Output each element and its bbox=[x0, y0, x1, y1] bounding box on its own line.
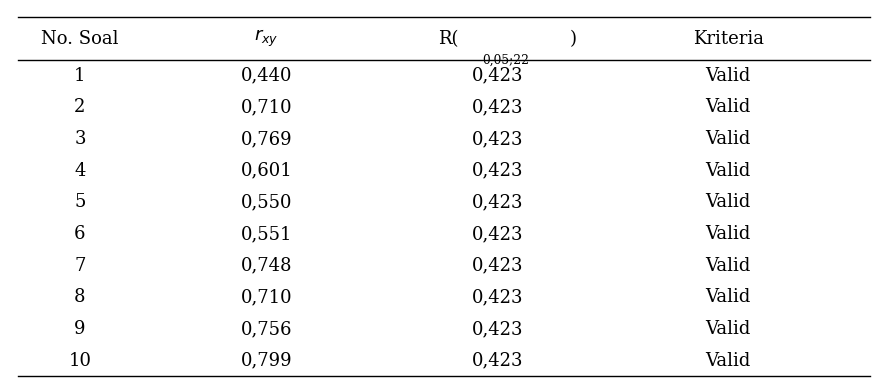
Text: 0,423: 0,423 bbox=[472, 193, 523, 211]
Text: 0,05;22: 0,05;22 bbox=[483, 53, 529, 66]
Text: 3: 3 bbox=[75, 130, 85, 148]
Text: 0,710: 0,710 bbox=[241, 288, 292, 306]
Text: 2: 2 bbox=[75, 98, 85, 116]
Text: 0,423: 0,423 bbox=[472, 225, 523, 243]
Text: Valid: Valid bbox=[705, 225, 751, 243]
Text: Valid: Valid bbox=[705, 98, 751, 116]
Text: $r_{xy}$: $r_{xy}$ bbox=[254, 28, 279, 49]
Text: Valid: Valid bbox=[705, 352, 751, 369]
Text: 0,423: 0,423 bbox=[472, 130, 523, 148]
Text: Kriteria: Kriteria bbox=[693, 30, 764, 47]
Text: 0,769: 0,769 bbox=[241, 130, 292, 148]
Text: 5: 5 bbox=[75, 193, 85, 211]
Text: 7: 7 bbox=[75, 257, 85, 274]
Text: 0,551: 0,551 bbox=[241, 225, 292, 243]
Text: 0,423: 0,423 bbox=[472, 288, 523, 306]
Text: Valid: Valid bbox=[705, 257, 751, 274]
Text: No. Soal: No. Soal bbox=[41, 30, 119, 47]
Text: Valid: Valid bbox=[705, 288, 751, 306]
Text: Valid: Valid bbox=[705, 320, 751, 338]
Text: Valid: Valid bbox=[705, 193, 751, 211]
Text: 0,423: 0,423 bbox=[472, 257, 523, 274]
Text: ): ) bbox=[569, 30, 576, 47]
Text: Valid: Valid bbox=[705, 130, 751, 148]
Text: 0,550: 0,550 bbox=[241, 193, 292, 211]
Text: 0,748: 0,748 bbox=[241, 257, 292, 274]
Text: 0,423: 0,423 bbox=[472, 352, 523, 369]
Text: 0,799: 0,799 bbox=[241, 352, 292, 369]
Text: Valid: Valid bbox=[705, 162, 751, 179]
Text: 0,423: 0,423 bbox=[472, 98, 523, 116]
Text: 0,423: 0,423 bbox=[472, 162, 523, 179]
Text: 0,423: 0,423 bbox=[472, 67, 523, 85]
Text: 9: 9 bbox=[75, 320, 85, 338]
Text: R(: R( bbox=[438, 30, 459, 47]
Text: 10: 10 bbox=[68, 352, 91, 369]
Text: Valid: Valid bbox=[705, 67, 751, 85]
Text: 0,710: 0,710 bbox=[241, 98, 292, 116]
Text: 0,440: 0,440 bbox=[241, 67, 292, 85]
Text: 0,601: 0,601 bbox=[241, 162, 292, 179]
Text: 0,423: 0,423 bbox=[472, 320, 523, 338]
Text: 4: 4 bbox=[75, 162, 85, 179]
Text: 0,756: 0,756 bbox=[241, 320, 292, 338]
Text: 6: 6 bbox=[75, 225, 85, 243]
Text: 1: 1 bbox=[75, 67, 85, 85]
Text: 8: 8 bbox=[75, 288, 85, 306]
